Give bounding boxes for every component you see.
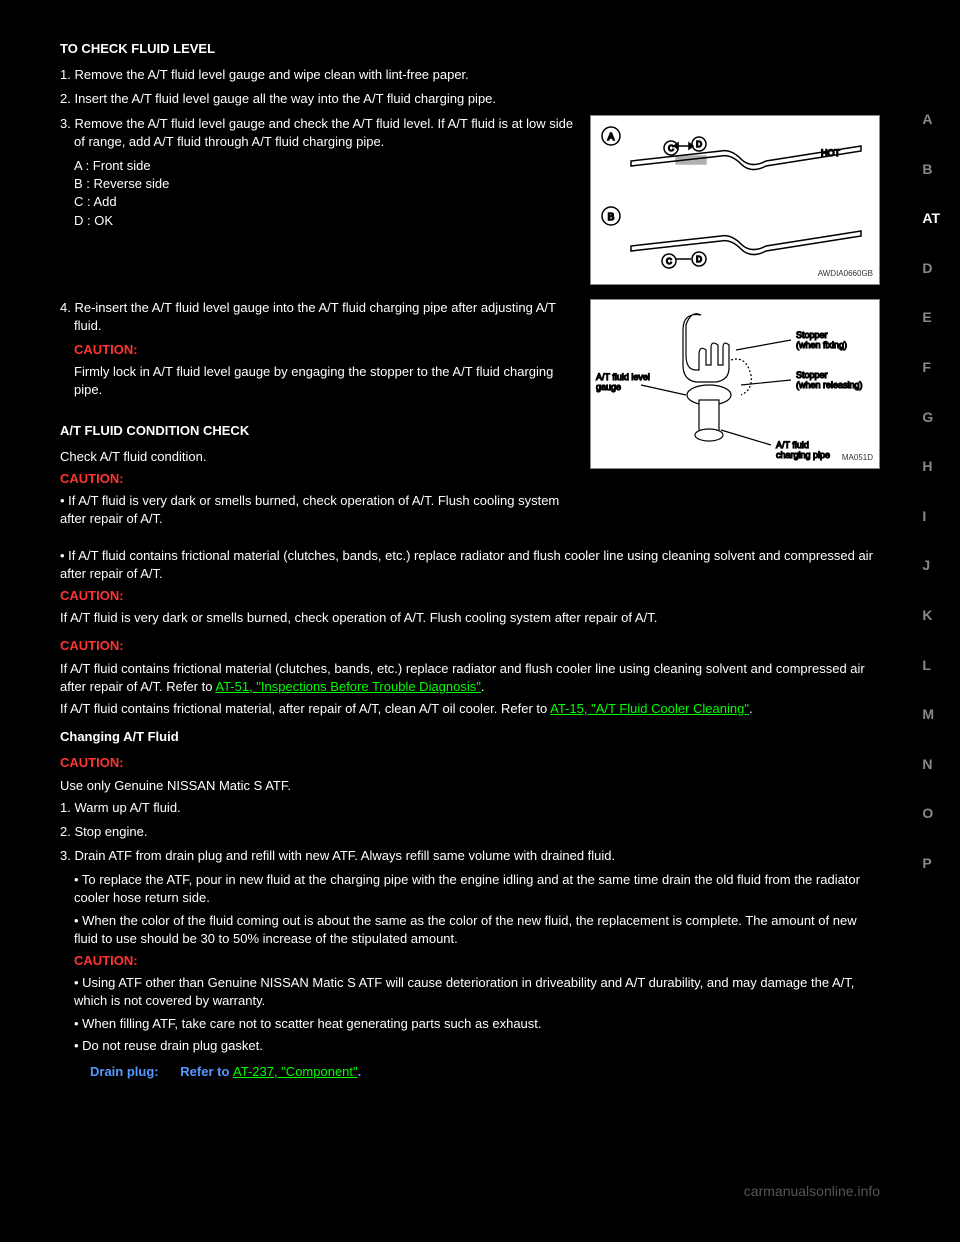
svg-text:C: C (666, 257, 672, 266)
tab-k: K (922, 606, 940, 626)
changing-b1: • To replace the ATF, pour in new fluid … (60, 871, 880, 907)
tab-h: H (922, 457, 940, 477)
svg-text:(when fixing): (when fixing) (796, 340, 847, 350)
side-tabs: A B AT D E F G H I J K L M N O P (922, 110, 940, 874)
fig1-code: AWDIA0660GB (818, 268, 873, 279)
footer-watermark: carmanualsonline.info (744, 1182, 880, 1202)
changing-b4: • When filling ATF, take care not to sca… (60, 1015, 880, 1033)
tab-e: E (922, 308, 940, 328)
tab-a: A (922, 110, 940, 130)
drainplug-label: Drain plug: (90, 1064, 159, 1079)
label-b: Reverse side (94, 176, 170, 191)
changing-b5: • Do not reuse drain plug gasket. (60, 1037, 880, 1055)
changing-step2: 2. Stop engine. (60, 823, 880, 841)
svg-text:Stopper: Stopper (796, 330, 828, 340)
step-4: 4. Re-insert the A/T fluid level gauge i… (60, 299, 578, 335)
changing-step3: 3. Drain ATF from drain plug and refill … (60, 847, 880, 865)
link-cooler[interactable]: AT-15, "A/T Fluid Cooler Cleaning" (550, 701, 749, 716)
main-content: TO CHECK FLUID LEVEL 1. Remove the A/T f… (60, 40, 880, 1081)
tab-o: O (922, 804, 940, 824)
svg-text:A/T fluid level: A/T fluid level (596, 372, 650, 382)
changing-step1: 1. Warm up A/T fluid. (60, 799, 880, 817)
svg-text:charging pipe: charging pipe (776, 450, 830, 460)
changing-b2: • When the color of the fluid coming out… (60, 912, 880, 948)
changing-title: Changing A/T Fluid (60, 728, 880, 746)
tab-j: J (922, 556, 940, 576)
step-2: 2. Insert the A/T fluid level gauge all … (60, 90, 880, 108)
caution-label-6: CAUTION: (74, 953, 138, 968)
label-d: OK (94, 213, 113, 228)
svg-text:HOT: HOT (821, 148, 841, 158)
svg-text:(when releasing): (when releasing) (796, 380, 863, 390)
label-a: Front side (93, 158, 151, 173)
tab-i: I (922, 507, 940, 527)
refer-label: Refer to (180, 1064, 233, 1079)
caution-label-4: CAUTION: (60, 638, 124, 653)
tab-n: N (922, 755, 940, 775)
caution-label-5: CAUTION: (60, 755, 124, 770)
step-3: 3. Remove the A/T fluid level gauge and … (60, 115, 578, 151)
changing-caution: Use only Genuine NISSAN Matic S ATF. (60, 777, 880, 795)
caution-3-text: If A/T fluid is very dark or smells burn… (60, 609, 880, 627)
section-fluid-level-title: TO CHECK FLUID LEVEL (60, 40, 880, 58)
cond-bullet1: • If A/T fluid is very dark or smells bu… (60, 492, 578, 528)
tab-m: M (922, 705, 940, 725)
caution-label-3: CAUTION: (60, 588, 124, 603)
label-c: Add (94, 194, 117, 209)
svg-text:B: B (608, 212, 615, 223)
tab-p: P (922, 854, 940, 874)
dipstick-diagram: A HOT C D B C D AWDIA0660GB (590, 115, 880, 285)
svg-text:A: A (608, 132, 615, 143)
tab-f: F (922, 358, 940, 378)
tab-d: D (922, 259, 940, 279)
svg-text:gauge: gauge (596, 382, 621, 392)
tab-l: L (922, 656, 940, 676)
step-1: 1. Remove the A/T fluid level gauge and … (60, 66, 880, 84)
fluid-cond-title: A/T FLUID CONDITION CHECK (60, 422, 578, 440)
svg-text:C: C (668, 144, 674, 153)
svg-text:A/T fluid: A/T fluid (776, 440, 809, 450)
tab-b: B (922, 160, 940, 180)
svg-text:D: D (696, 255, 702, 264)
tab-g: G (922, 408, 940, 428)
caution-label-2: CAUTION: (60, 471, 124, 486)
caution-label-1: CAUTION: (74, 342, 138, 357)
tab-at: AT (922, 209, 940, 229)
svg-text:D: D (696, 140, 702, 149)
link-trouble[interactable]: AT-51, "Inspections Before Trouble Diagn… (215, 679, 481, 694)
changing-b3: • Using ATF other than Genuine NISSAN Ma… (60, 974, 880, 1010)
link-component[interactable]: AT-237, "Component" (233, 1064, 358, 1079)
fig2-code: MA051D (842, 452, 873, 463)
gauge-stopper-diagram: Stopper(when fixing) Stopper(when releas… (590, 299, 880, 469)
caution-4-text: Firmly lock in A/T fluid level gauge by … (60, 363, 578, 399)
caution-4b-text: If A/T fluid contains frictional materia… (60, 660, 880, 696)
cond-bullet2: • If A/T fluid contains frictional mater… (60, 547, 880, 583)
svg-text:Stopper: Stopper (796, 370, 828, 380)
cond-line1: Check A/T fluid condition. (60, 448, 578, 466)
